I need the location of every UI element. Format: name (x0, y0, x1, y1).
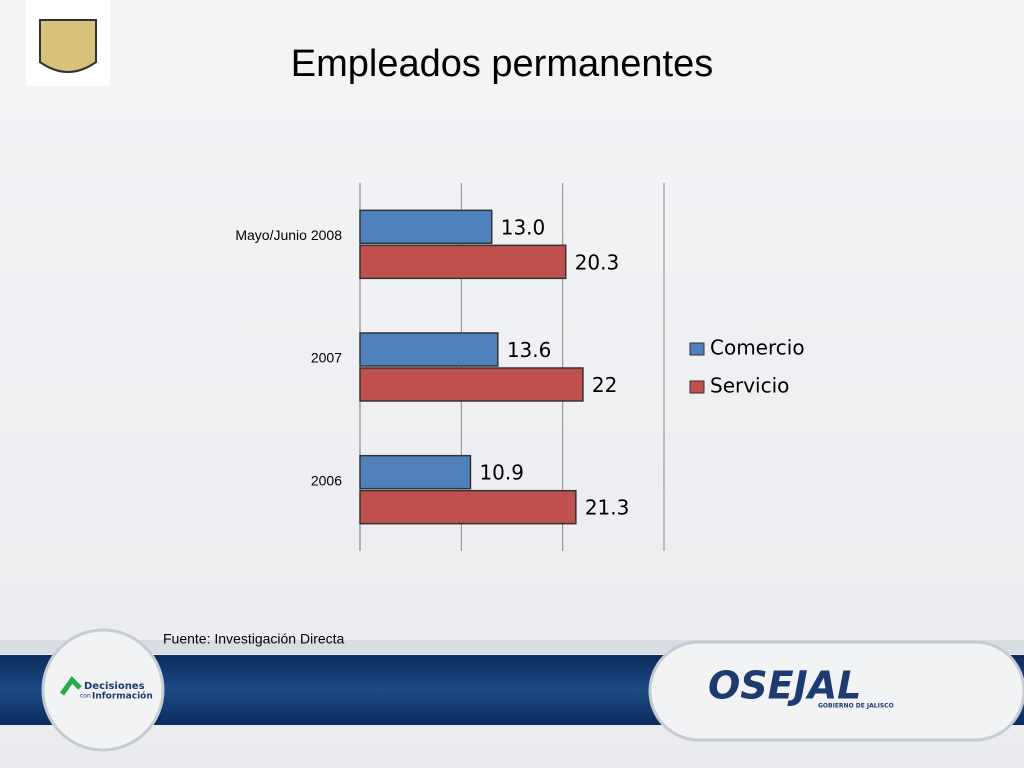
logo-text: con (80, 693, 91, 700)
bar (359, 489, 577, 525)
bar (359, 244, 567, 280)
data-label: 10.9 (479, 461, 524, 485)
data-label: 13.0 (501, 215, 546, 239)
data-label: 20.3 (575, 250, 620, 274)
logo-text: GOBIERNO DE JALISCO (818, 703, 894, 710)
legend-swatch (689, 380, 705, 394)
data-label: 21.3 (585, 496, 630, 520)
bar (359, 332, 499, 367)
left-logo-bg (41, 628, 165, 752)
legend-swatch (689, 342, 705, 356)
left-logo-arrow (59, 676, 82, 696)
legend-label: Servicio (710, 374, 789, 398)
logo-text: Información (92, 691, 153, 702)
legend-label: Comercio (710, 336, 805, 360)
y-tick-label: 2006 (311, 472, 342, 488)
y-tick-label: Mayo/Junio 2008 (235, 227, 342, 243)
emblem (39, 19, 97, 73)
bar (359, 454, 472, 490)
y-tick-label: 2007 (311, 350, 342, 366)
chart-title: Empleados permanentes (291, 43, 713, 85)
data-label: 13.6 (507, 338, 552, 362)
logo-text: Decisiones (84, 681, 145, 692)
bar (359, 367, 584, 402)
right-logo-bg (648, 640, 1024, 742)
data-label: 22 (592, 373, 617, 397)
bar (359, 209, 493, 245)
source: Fuente: Investigación Directa (163, 631, 345, 647)
logo-text: OSEJAL (708, 664, 861, 708)
